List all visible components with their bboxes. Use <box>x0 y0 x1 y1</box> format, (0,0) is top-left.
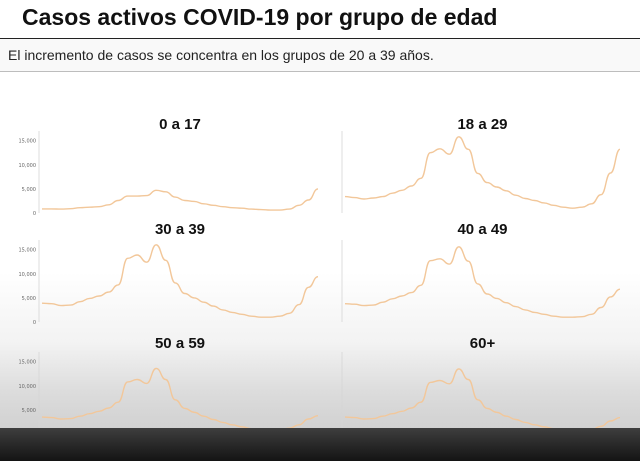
page-title: Casos activos COVID-19 por grupo de edad <box>22 4 498 30</box>
panel-1-title: 0 a 17 <box>159 116 201 133</box>
panel-4-series-line <box>344 246 621 318</box>
panel-1-ytick-label: 10,000 <box>19 163 37 169</box>
plot-area <box>0 72 640 461</box>
panel-1-ytick-label: 0 <box>33 211 36 217</box>
panel-3-ytick-label: 15,000 <box>19 248 37 254</box>
panel-1-ytick-label: 15,000 <box>19 139 37 145</box>
panel-5-ytick-label: 5,000 <box>22 408 36 414</box>
panel-3-title: 30 a 39 <box>155 221 205 238</box>
panel-6-series-line <box>344 368 621 432</box>
panel-5-title: 50 a 59 <box>155 335 205 352</box>
panel-3-ytick-label: 10,000 <box>19 272 37 278</box>
panel-5-series-line <box>41 367 319 431</box>
panel-3-series-line <box>41 244 319 318</box>
panel-4-title: 40 a 49 <box>457 221 507 238</box>
panel-2-series-line <box>344 136 621 209</box>
panel-6-title: 60+ <box>470 335 496 352</box>
panel-5-ytick-label: 10,000 <box>19 384 37 390</box>
panel-1-series-line <box>42 188 319 211</box>
panel-2-title: 18 a 29 <box>457 116 507 133</box>
subtitle-bar: El incremento de casos se concentra en l… <box>0 38 640 72</box>
page-subtitle: El incremento de casos se concentra en l… <box>8 47 434 63</box>
panel-3-ytick-label: 5,000 <box>22 296 36 302</box>
video-control-bar <box>0 428 640 461</box>
panel-5-ytick-label: 15,000 <box>19 360 37 366</box>
panel-3-ytick-label: 0 <box>33 320 36 326</box>
panel-1-ytick-label: 5,000 <box>22 187 36 193</box>
